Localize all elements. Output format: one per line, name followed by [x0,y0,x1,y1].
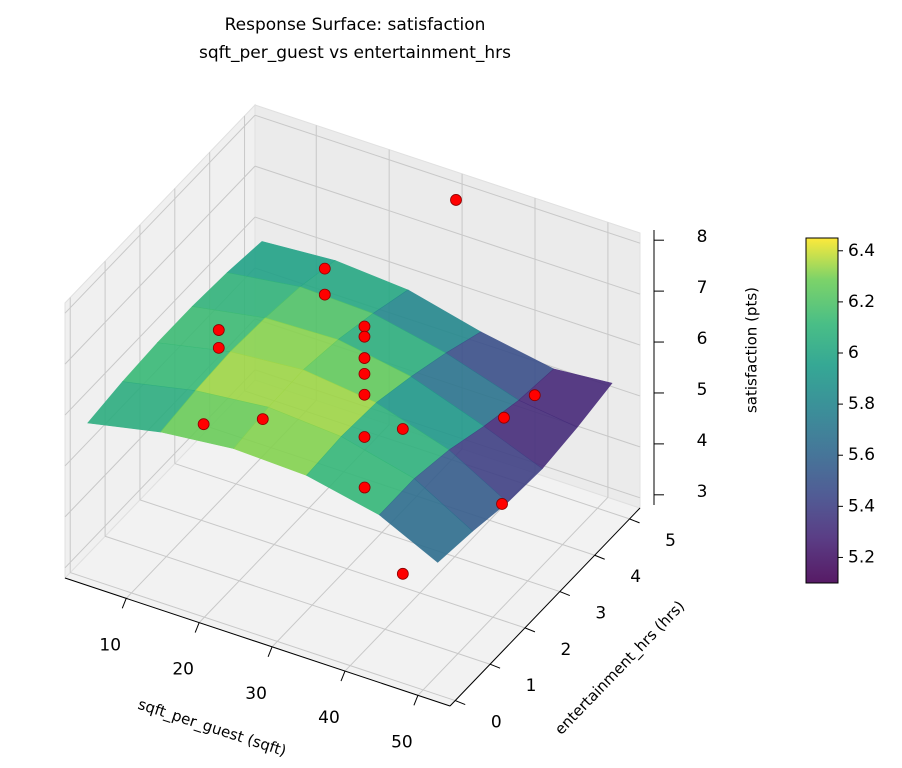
colorbar-tick-label: 5.8 [848,394,875,414]
x-tick [121,598,127,609]
scatter-point [197,418,210,431]
scatter-point [358,330,371,343]
scatter-point [358,320,371,333]
y-tick [629,518,640,524]
y-tick-label: 0 [491,713,502,733]
grid-line [254,165,641,295]
grid-line [417,496,609,696]
y-tick [489,663,501,669]
scatter-point [318,262,331,275]
grid-line [254,216,641,346]
x-tick-label: 30 [245,684,267,704]
x-tick [267,646,273,658]
x-tick-label: 50 [391,732,413,752]
z-tick-label: 5 [697,380,708,400]
scatter-point [358,367,371,380]
z-tick-label: 7 [697,278,708,298]
colorbar-fill [806,238,838,583]
scatter-point [528,389,541,402]
grid-line [64,216,256,416]
y-tick [594,554,605,560]
scatter-point [396,567,409,580]
scatter-point [450,194,462,206]
colorbar-tick-label: 6 [848,343,859,363]
x-tick-label: 10 [99,635,121,655]
y-tick-label: 2 [561,640,572,660]
grid-line [64,114,256,314]
scatter-point [256,413,269,425]
grid-line [104,535,491,665]
grid-line [139,499,526,629]
chart-subtitle: sqft_per_guest vs entertainment_hrs [199,43,511,63]
colorbar-tick-label: 5.6 [848,445,875,465]
colorbar-tick-label: 5.2 [848,547,875,567]
scatter-point [498,411,510,424]
scatter-point [358,431,371,443]
x-tick-label: 40 [318,708,340,728]
scatter-point [212,324,225,336]
colorbar: 5.2 5.4 5.6 5.8 6 6.2 6.4 [805,237,875,584]
x-tick [413,695,419,706]
scatter-point [496,498,508,510]
surface-patch [378,478,474,563]
y-tick-label: 4 [630,567,641,587]
colorbar-frame [805,237,839,584]
x-axis-line [64,577,451,707]
y-tick-label: 5 [665,531,676,551]
scatter-point [358,352,371,364]
colorbar-tick-label: 6.4 [848,241,875,261]
y-axis-label: entertainment_hrs (hrs) [551,597,689,739]
grid-line [70,572,456,702]
y-tick [524,627,536,633]
x-tick-label: 20 [172,660,194,680]
colorbar-tick-label: 5.4 [848,496,875,516]
scatter [197,194,541,580]
y-tick-label: 1 [526,676,537,696]
scatter-point [212,341,225,354]
scatter-point [358,388,371,401]
x-axis-label: sqft_per_guest (sqft) [135,695,288,761]
scatter-point [396,423,409,435]
chart-title: Response Surface: satisfaction [225,15,486,35]
z-tick-label: 3 [697,482,708,502]
y-axis-line [449,507,641,707]
y-tick [559,591,571,597]
y-tick [455,700,466,706]
scatter-point [318,288,331,301]
grid-line [64,165,256,365]
grid-line [254,114,641,244]
z-tick-label: 8 [697,227,708,247]
x-tick [194,622,200,633]
y-tick-label: 3 [595,604,606,624]
x-tick [340,670,346,682]
z-axis-label: satisfaction (pts) [743,287,761,413]
colorbar-tick-label: 6.2 [848,292,875,312]
z-tick-label: 6 [697,329,708,349]
z-tick-label: 4 [697,431,708,451]
scatter-point [358,481,371,494]
grid-line [174,463,560,593]
